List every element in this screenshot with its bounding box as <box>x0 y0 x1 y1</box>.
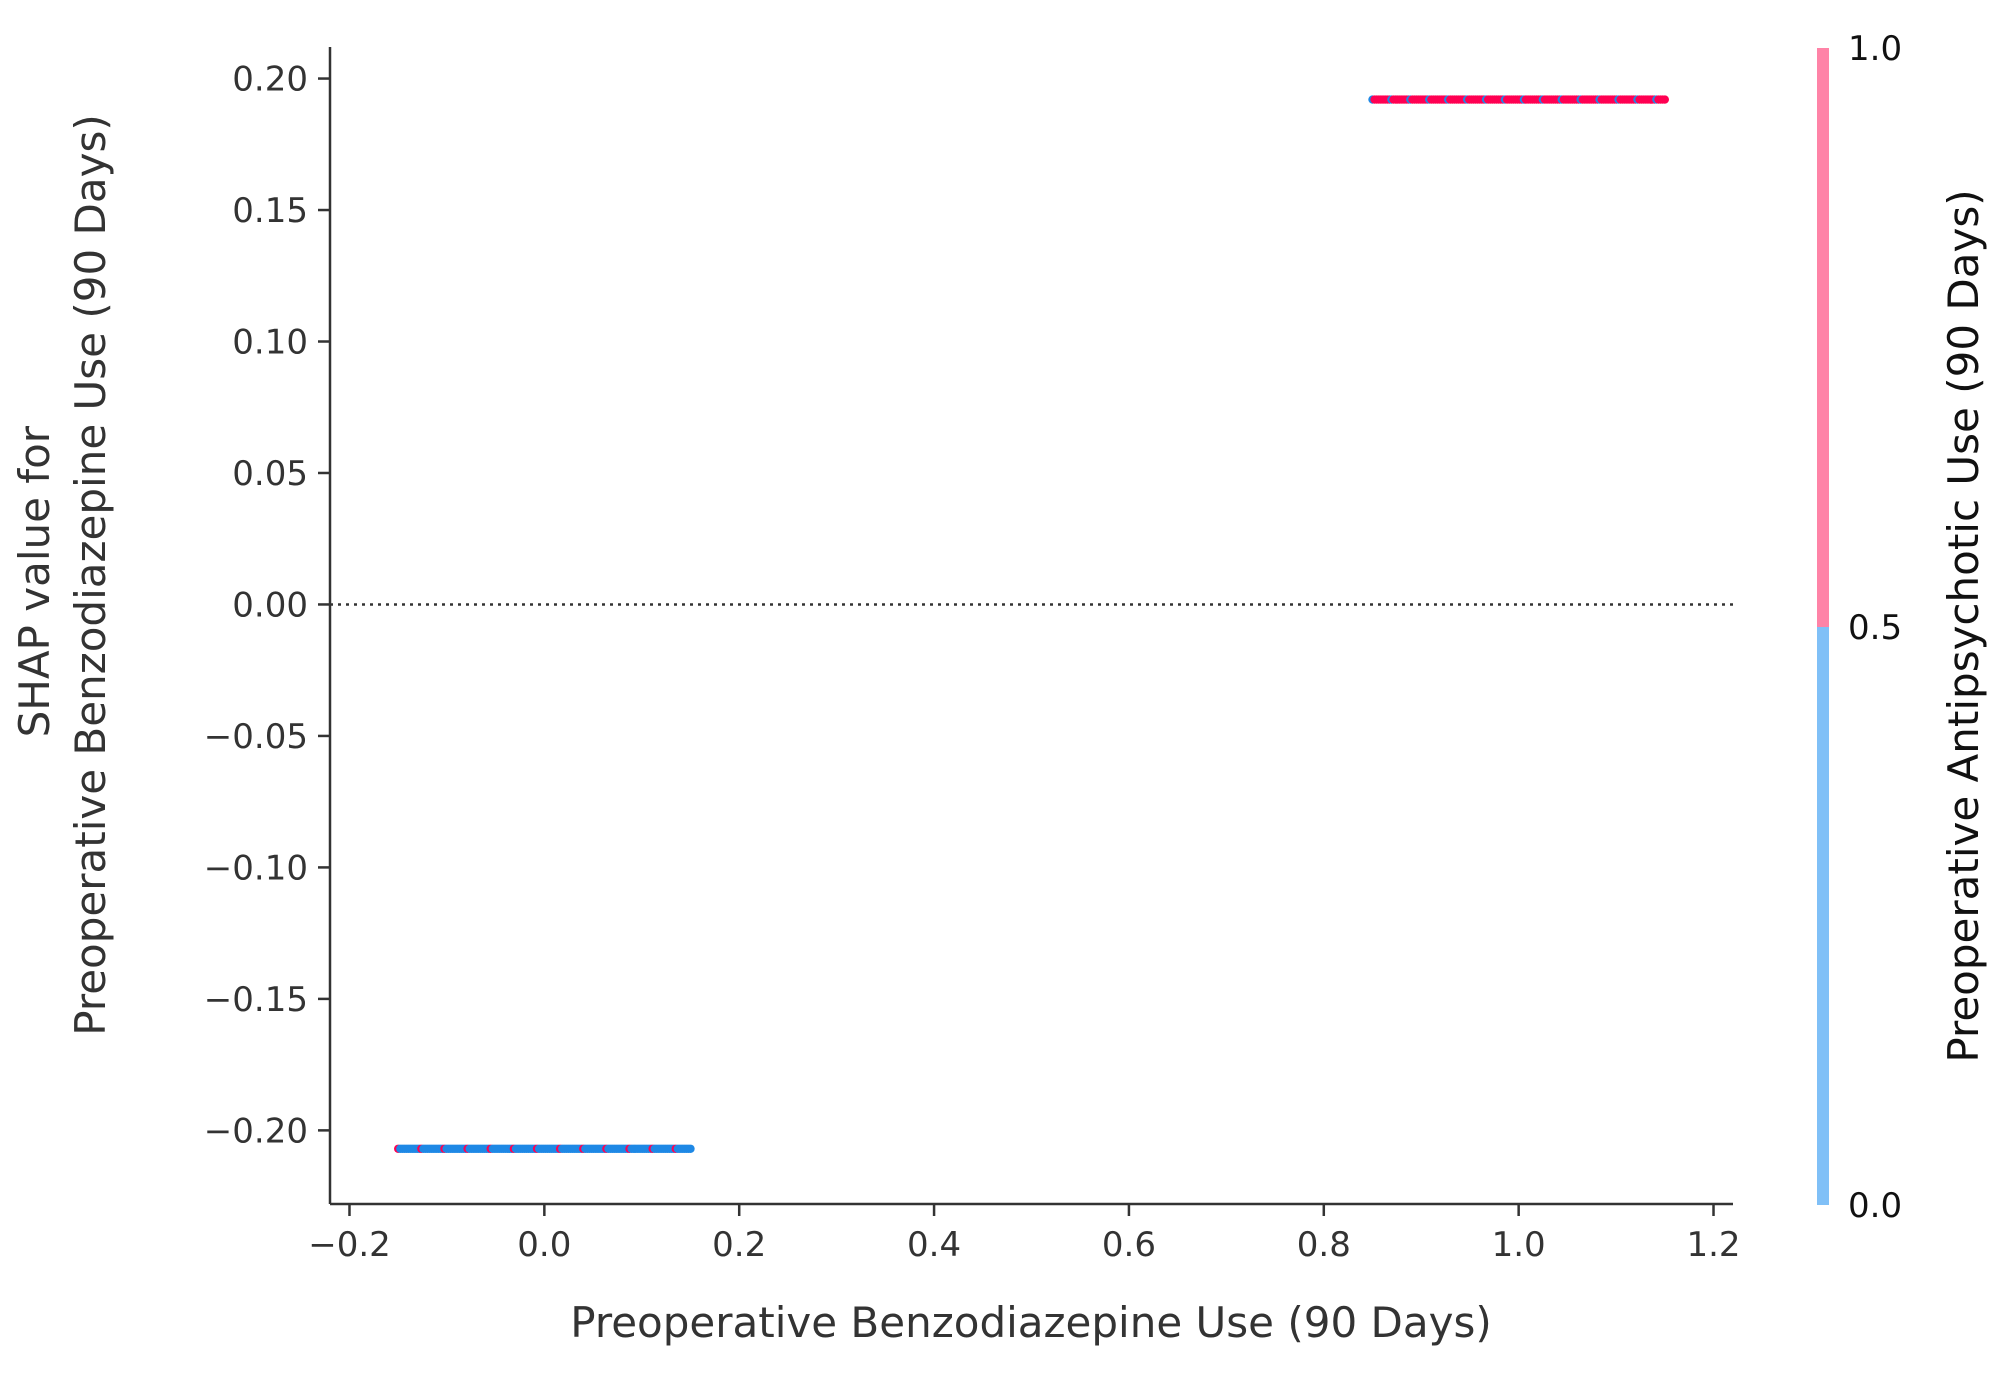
x-tick-label: 1.2 <box>1686 1225 1740 1265</box>
plot-area: −0.2 0.0 0.2 0.4 0.6 0.8 1.0 1.2 0.200.150.100.… <box>204 47 1741 1265</box>
colorbar-tick-label: 1.0 <box>1848 29 1902 69</box>
y-tick-label: 0.20 <box>232 60 308 100</box>
y-tick-label: 0.10 <box>232 323 308 363</box>
y-axis-label-line-1: SHAP value for <box>10 425 59 737</box>
colorbar: 1.0 0.5 0.0 Preoperative Antipsychotic U… <box>1817 29 1988 1226</box>
x-axis-ticks: −0.2 0.0 0.2 0.4 0.6 0.8 1.0 1.2 <box>308 1204 1741 1265</box>
y-tick-label: 0.00 <box>232 585 308 625</box>
y-tick-label: −0.20 <box>204 1111 308 1151</box>
y-axis-label-line-2: Preoperative Benzodiazepine Use (90 Days… <box>66 114 115 1035</box>
scatter-point <box>686 1144 695 1153</box>
x-tick-label: −0.2 <box>308 1225 391 1265</box>
y-axis-label: SHAP value for Preoperative Benzodiazepi… <box>10 114 115 1035</box>
x-tick-label: 0.4 <box>907 1225 961 1265</box>
colorbar-low-segment <box>1817 627 1829 1205</box>
x-tick-label: 1.0 <box>1492 1225 1546 1265</box>
colorbar-tick-label: 0.5 <box>1848 608 1902 648</box>
x-tick-label: 0.2 <box>712 1225 766 1265</box>
y-tick-label: −0.15 <box>204 980 308 1020</box>
colorbar-label: Preoperative Antipsychotic Use (90 Days) <box>1939 189 1988 1062</box>
y-axis-ticks: 0.20 0.15 0.10 0.05 0.00 −0.05 −0.10 −0.15 −0.20 <box>204 60 330 1151</box>
y-tick-label: 0.05 <box>232 454 308 494</box>
y-tick-label: −0.05 <box>204 717 308 757</box>
x-tick-label: 0.0 <box>517 1225 571 1265</box>
colorbar-tick-label: 0.0 <box>1848 1186 1902 1226</box>
x-axis-label: Preoperative Benzodiazepine Use (90 Days… <box>570 1298 1491 1347</box>
scatter-points <box>394 95 1669 1153</box>
x-tick-label: 0.8 <box>1297 1225 1351 1265</box>
colorbar-high-segment <box>1817 48 1829 627</box>
y-tick-label: −0.10 <box>204 848 308 888</box>
y-tick-label: 0.15 <box>232 191 308 231</box>
scatter-point <box>1660 95 1669 104</box>
x-tick-label: 0.6 <box>1102 1225 1156 1265</box>
